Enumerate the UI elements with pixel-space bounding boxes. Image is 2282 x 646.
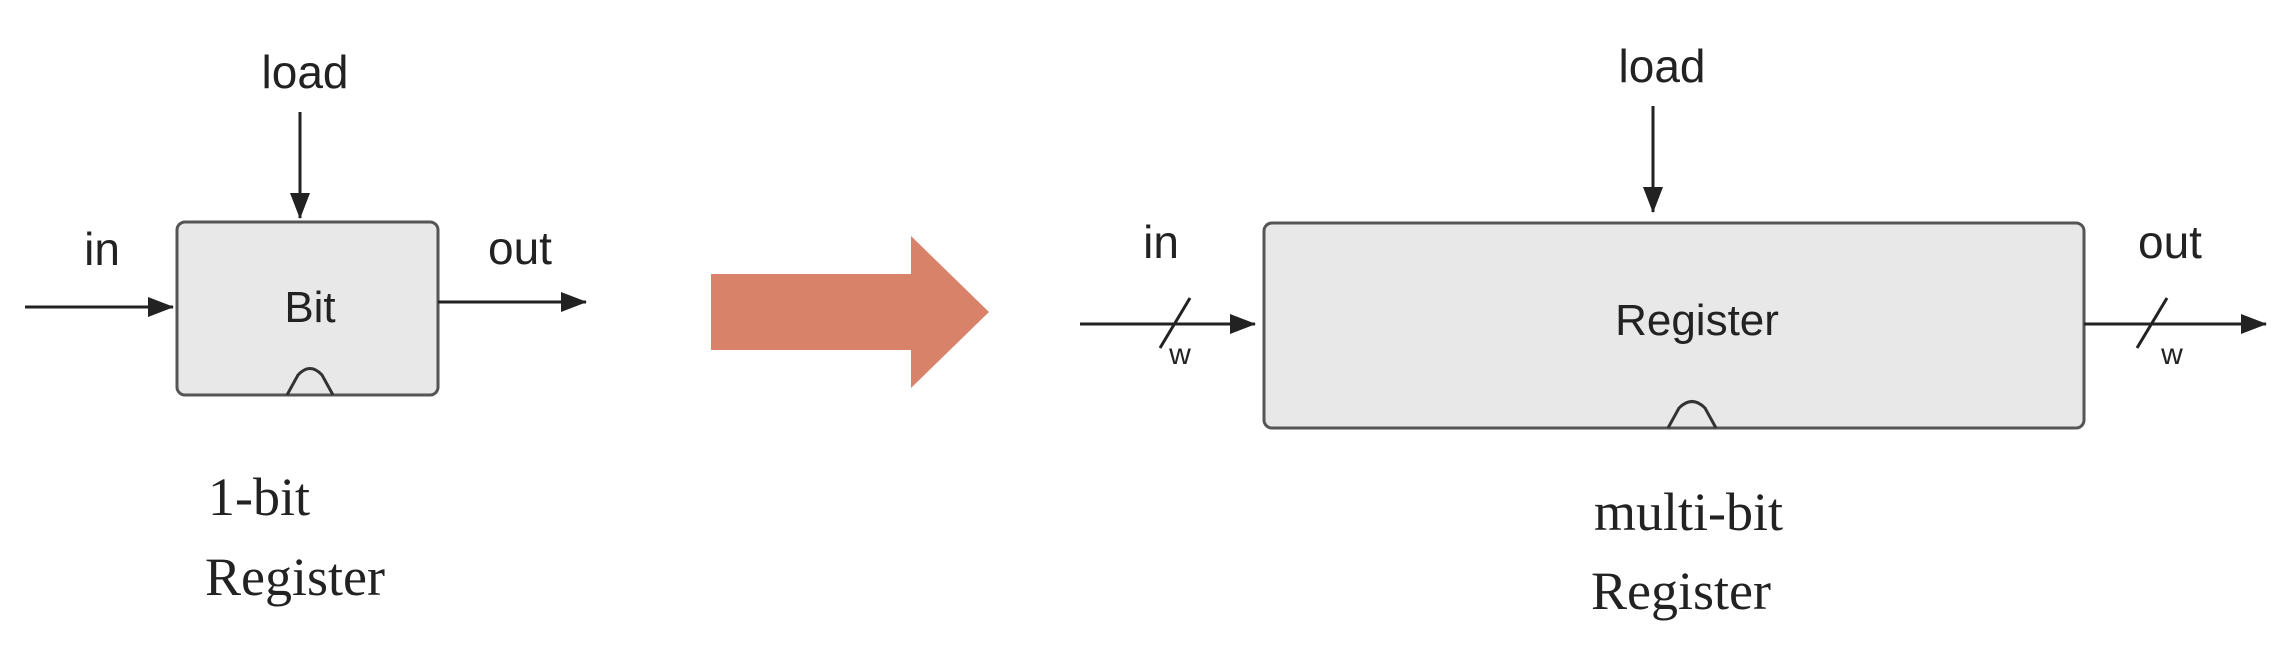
reg-clock-icon [1666, 400, 1718, 429]
reg-in-bus-slash [1158, 297, 1192, 349]
reg-caption-line2: Register [1591, 561, 1771, 621]
bit-caption-line1: 1-bit [208, 467, 310, 527]
reg-in-width-label: w [1168, 338, 1191, 371]
multibit-register-diagram: load in w Register out w multi-bit Regis… [1080, 40, 2267, 621]
reg-out-width-label: w [2160, 338, 2183, 371]
bit-register-diagram: load in Bit out 1-bit Register [25, 46, 587, 607]
bit-load-label: load [262, 46, 349, 98]
bit-clock-icon [285, 367, 335, 396]
reg-out-label: out [2138, 216, 2202, 268]
bit-chip-label: Bit [284, 283, 335, 332]
register-chip-label: Register [1615, 296, 1779, 345]
reg-caption-line1: multi-bit [1594, 482, 1783, 542]
transition-arrow-icon [711, 236, 989, 388]
reg-in-label: in [1143, 216, 1179, 268]
reg-out-bus-slash [2135, 297, 2169, 349]
bit-in-label: in [84, 223, 120, 275]
reg-load-label: load [1619, 40, 1706, 92]
bit-out-label: out [488, 222, 552, 274]
bit-chip [175, 220, 440, 397]
bit-caption-line2: Register [205, 547, 385, 607]
